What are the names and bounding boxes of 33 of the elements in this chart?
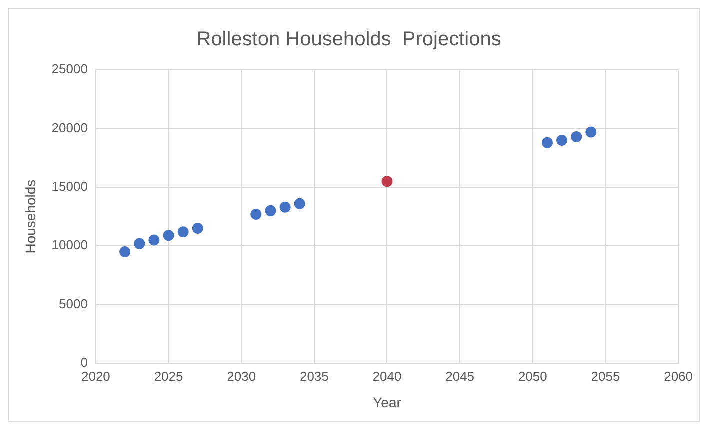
y-tick-label: 20000 [52,120,88,136]
point [294,198,306,210]
x-tick-label: 2045 [446,368,475,384]
y-axis-title: Households [22,180,38,254]
point [586,126,597,138]
x-tick-label: 2030 [227,368,256,384]
x-axis-title: Year [373,394,402,410]
y-tick-label: 15000 [52,179,88,194]
point [134,238,146,250]
point [178,226,189,238]
x-tick-label: 2025 [154,368,184,384]
x-tick-label: 2055 [591,368,620,384]
point [120,246,131,258]
point [148,234,160,246]
y-tick-label: 10000 [52,238,88,253]
x-tick-label: 2050 [518,368,548,384]
point [280,202,291,213]
point [571,131,582,142]
y-tick-label: 25000 [52,62,88,77]
y-tick-label: 5000 [59,296,88,312]
point [250,208,262,220]
y-tick-label: 0 [80,355,88,370]
point [542,137,553,148]
point [556,134,568,146]
point [265,205,276,216]
x-tick-label: 2035 [300,368,329,384]
x-tick-label: 2020 [81,368,110,384]
chart-title: Rolleston Households Projections [196,28,502,51]
x-tick-label: 2060 [664,368,693,384]
x-tick-label: 2040 [372,368,402,384]
point [382,176,393,188]
point [192,223,204,234]
point [163,230,174,242]
